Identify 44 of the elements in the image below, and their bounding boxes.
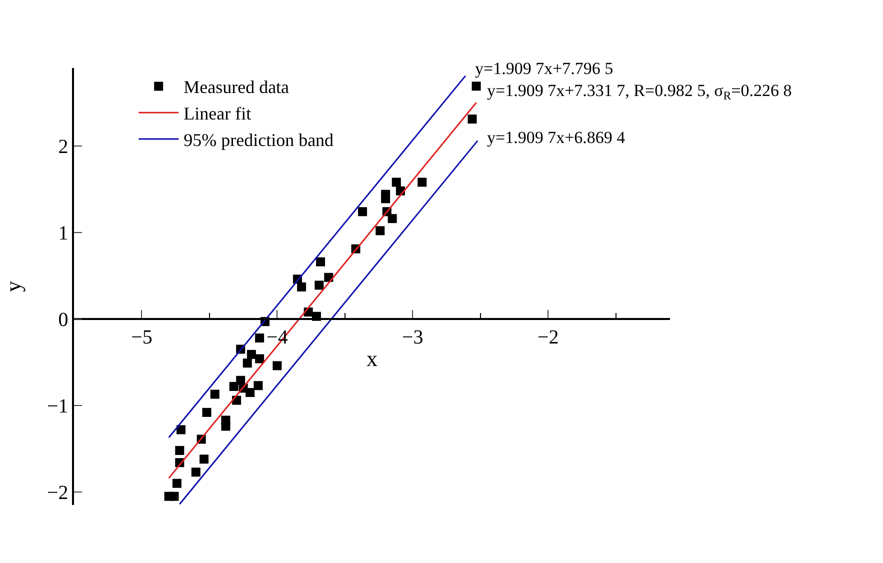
legend-label: Linear fit [184,104,252,124]
y-axis-title: y [0,281,26,292]
point [229,382,238,391]
y-tick-label: 1 [58,222,68,244]
point [314,280,324,290]
point [388,214,397,224]
annotation: y=1.909 7x+7.331 7, R=0.982 5, σ$_{R}$=0.226 8 [487,81,792,103]
point [170,492,179,501]
point [172,478,182,488]
annotation: y=1.909 7x+7.796 5 [475,59,614,78]
x-tick-label: −5 [131,326,152,349]
point [316,257,326,266]
x-axis-title: x [366,346,378,372]
point [254,381,263,390]
x-tick-label: −2 [537,326,559,349]
legend-label: 95% prediction band [184,130,334,150]
point [272,361,282,370]
point [221,422,230,431]
point [246,350,256,359]
point [418,178,427,187]
y-tick-label: 2 [58,136,68,158]
point [246,388,255,397]
point [472,82,481,91]
legend-label: Measured data [184,77,290,98]
point [297,282,306,292]
x-tick-label: −3 [402,326,424,349]
y-tick-label: −2 [46,482,68,504]
point [255,354,264,364]
point [210,390,220,399]
point [255,333,264,342]
point [200,454,209,464]
point [381,194,390,204]
point [191,468,200,477]
point [468,114,477,124]
point [358,207,368,216]
point [242,358,252,368]
point [202,408,212,417]
point [376,226,385,236]
point [175,446,184,455]
annotation: y=1.909 7x+6.869 4 [487,128,626,147]
point [176,425,186,434]
y-tick-label: 0 [58,308,68,331]
point [392,178,401,187]
y-tick-label: −1 [46,395,68,418]
